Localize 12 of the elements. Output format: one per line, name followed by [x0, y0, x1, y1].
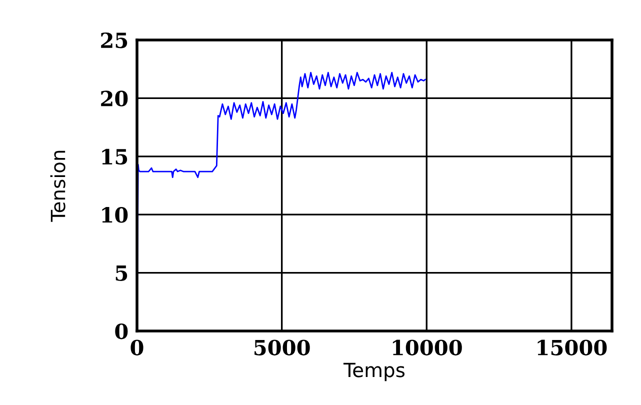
y-axis-title: Tension — [50, 150, 66, 222]
x-tick-label: 15000 — [538, 340, 607, 356]
y-tick-label: 10 — [102, 207, 128, 223]
x-tick-label: 10000 — [392, 340, 462, 356]
y-tick-label: 0 — [115, 323, 128, 340]
y-tick-label: 20 — [101, 90, 128, 106]
x-tick-label: 0 — [130, 340, 144, 356]
x-axis-title: Temps — [343, 362, 405, 382]
y-tick-label: 25 — [101, 32, 128, 48]
y-tick-label: 15 — [102, 148, 128, 165]
y-tick-label: 5 — [116, 266, 128, 282]
x-tick-label: 5000 — [254, 340, 310, 356]
